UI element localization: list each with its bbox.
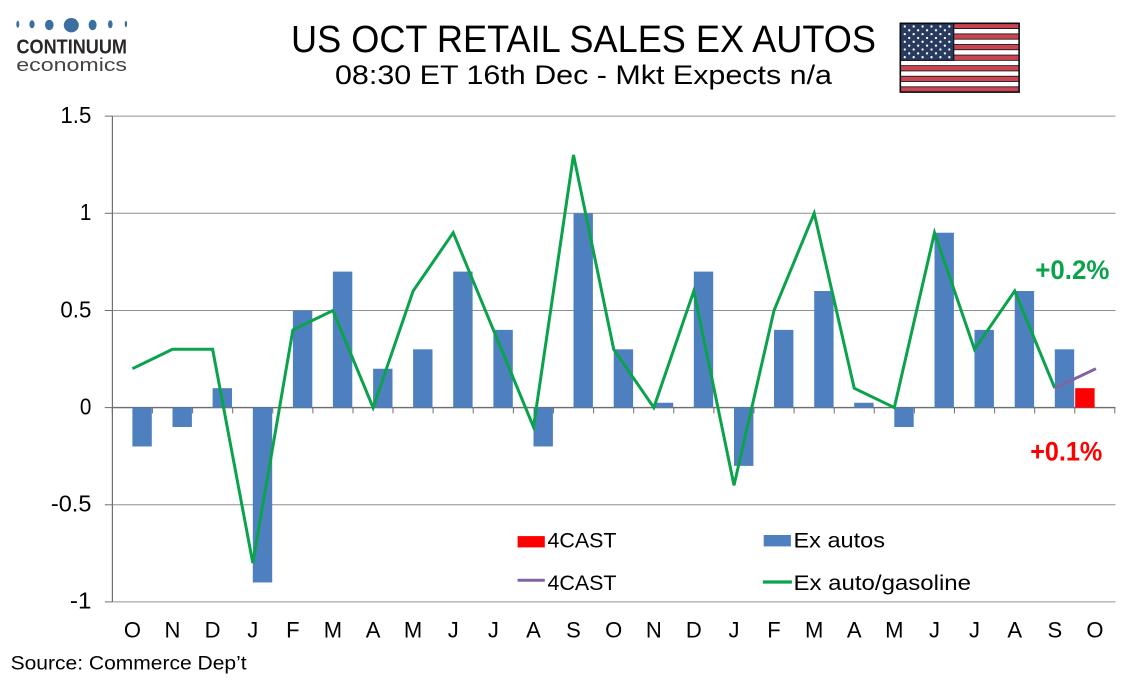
svg-text:4CAST: 4CAST: [548, 529, 617, 553]
svg-text:1.5: 1.5: [60, 102, 91, 128]
svg-text:08:30 ET 16th Dec - Mkt Expect: 08:30 ET 16th Dec - Mkt Expects n/a: [335, 60, 833, 90]
svg-text:Source: Commerce Dep’t: Source: Commerce Dep’t: [11, 654, 248, 675]
svg-text:O: O: [124, 618, 141, 643]
svg-text:J: J: [929, 618, 940, 643]
svg-text:Ex autos: Ex autos: [794, 529, 886, 553]
svg-text:CONTINUUM: CONTINUUM: [17, 36, 128, 58]
svg-text:1: 1: [80, 199, 92, 225]
svg-text:O: O: [1086, 618, 1103, 643]
svg-text:+0.1%: +0.1%: [1030, 436, 1102, 466]
svg-text:-1: -1: [70, 588, 92, 614]
svg-text:O: O: [605, 618, 622, 643]
svg-text:J: J: [488, 618, 499, 643]
svg-text:US OCT RETAIL SALES EX AUTOS: US OCT RETAIL SALES EX AUTOS: [291, 19, 876, 61]
svg-text:A: A: [526, 618, 541, 643]
svg-text:M: M: [805, 618, 823, 643]
svg-text:0: 0: [80, 393, 92, 419]
svg-text:J: J: [969, 618, 980, 643]
svg-text:D: D: [205, 618, 221, 643]
svg-text:economics: economics: [16, 54, 127, 75]
svg-text:-0.5: -0.5: [51, 491, 92, 517]
svg-text:J: J: [247, 618, 258, 643]
svg-text:S: S: [566, 618, 581, 643]
svg-text:M: M: [324, 618, 342, 643]
svg-text:S: S: [1047, 618, 1062, 643]
svg-text:0.5: 0.5: [60, 296, 91, 322]
svg-text:M: M: [885, 618, 903, 643]
svg-text:Ex auto/gasoline: Ex auto/gasoline: [794, 571, 972, 595]
svg-text:A: A: [1007, 618, 1022, 643]
svg-text:J: J: [448, 618, 459, 643]
svg-text:D: D: [686, 618, 702, 643]
svg-text:A: A: [847, 618, 862, 643]
svg-text:+0.2%: +0.2%: [1035, 255, 1109, 285]
svg-text:F: F: [767, 618, 780, 643]
svg-text:4CAST: 4CAST: [548, 571, 617, 595]
svg-text:N: N: [646, 618, 662, 643]
svg-text:J: J: [729, 618, 740, 643]
svg-text:M: M: [404, 618, 422, 643]
svg-text:F: F: [286, 618, 299, 643]
svg-text:A: A: [366, 618, 381, 643]
svg-text:N: N: [165, 618, 181, 643]
